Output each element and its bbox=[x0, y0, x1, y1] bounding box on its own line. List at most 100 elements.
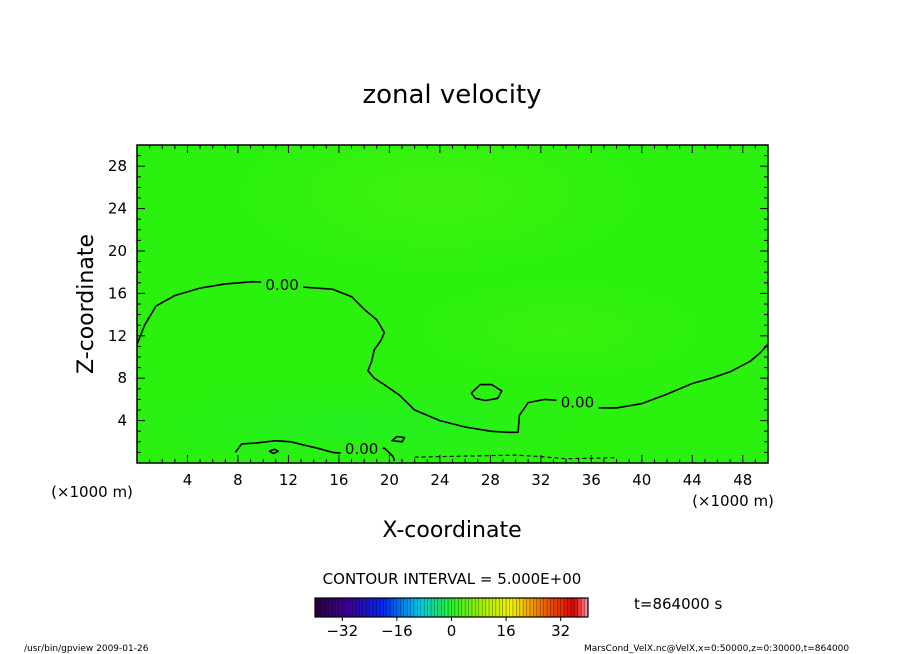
contour-label-gap bbox=[556, 392, 599, 410]
colorbar: −32 −16 0 16 32 bbox=[314, 597, 589, 640]
colorbar-cell bbox=[478, 598, 483, 617]
contour-labels: 0.00 0.00 0.00 bbox=[261, 274, 599, 458]
colorbar-cell bbox=[417, 598, 422, 617]
field-shading bbox=[137, 145, 710, 463]
colorbar-cell bbox=[567, 598, 572, 617]
colorbar-tick-label: −16 bbox=[381, 622, 413, 640]
contour-line-zero bbox=[137, 280, 560, 434]
x-tick-label: 16 bbox=[329, 471, 348, 489]
colorbar-cell bbox=[396, 598, 401, 617]
colorbar-tick-label: −32 bbox=[326, 622, 358, 640]
contour-line-zero bbox=[470, 383, 503, 402]
time-label: t=864000 s bbox=[634, 595, 722, 613]
colorbar-cell bbox=[434, 598, 439, 617]
colorbar-cell bbox=[376, 598, 381, 617]
contour-interval-text: CONTOUR INTERVAL = 5.000E+00 bbox=[323, 570, 582, 588]
colorbar-cell bbox=[325, 598, 329, 617]
x-tick-label: 4 bbox=[183, 471, 193, 489]
x-tick-label: 48 bbox=[733, 471, 752, 489]
colorbar-cell bbox=[506, 598, 510, 617]
x-unit-label: (×1000 m) bbox=[692, 492, 774, 510]
colorbar-cell bbox=[379, 598, 384, 617]
colorbar-cell bbox=[355, 598, 360, 617]
colorbar-cell bbox=[533, 598, 538, 617]
colorbar-cell bbox=[499, 598, 503, 617]
field-shading-lower bbox=[137, 380, 590, 463]
colorbar-cell bbox=[413, 598, 418, 617]
x-tick-label: 40 bbox=[632, 471, 651, 489]
y-tick-label: 16 bbox=[108, 284, 127, 302]
y-axis-ticks: 4 8 12 16 20 24 28 bbox=[108, 155, 768, 453]
colorbar-cell bbox=[369, 598, 374, 617]
colorbar-cell bbox=[529, 598, 534, 617]
colorbar-cell bbox=[526, 598, 531, 617]
colorbar-cell bbox=[547, 598, 551, 617]
colorbar-cell bbox=[315, 598, 319, 617]
colorbar-cell bbox=[553, 598, 558, 617]
x-tick-label: 32 bbox=[531, 471, 550, 489]
contour-label: 0.00 bbox=[345, 440, 378, 458]
colorbar-cell bbox=[427, 598, 432, 617]
x-tick-label: 8 bbox=[233, 471, 243, 489]
colorbar-cell bbox=[390, 598, 394, 617]
colorbar-cell bbox=[338, 598, 343, 617]
colorbar-cell bbox=[540, 598, 544, 617]
colorbar-cell bbox=[383, 598, 387, 617]
colorbar-cell bbox=[403, 598, 408, 617]
colorbar-cell bbox=[345, 598, 350, 617]
colorbar-cell bbox=[584, 598, 589, 617]
colorbar-cell bbox=[386, 598, 391, 617]
colorbar-cell bbox=[577, 598, 582, 617]
contour-line-zero bbox=[391, 435, 406, 443]
x-tick-label: 44 bbox=[683, 471, 702, 489]
contour-line-zero bbox=[593, 343, 768, 409]
colorbar-cell bbox=[352, 598, 357, 617]
colorbar-cell bbox=[543, 598, 548, 617]
contour-lines bbox=[137, 280, 768, 462]
colorbar-cell bbox=[492, 598, 497, 617]
contour-label-gap bbox=[340, 439, 383, 457]
footer-right: MarsCond_VelX.nc@VelX,x=0:50000,z=0:3000… bbox=[584, 644, 849, 654]
x-tick-label: 20 bbox=[380, 471, 399, 489]
colorbar-cell bbox=[420, 598, 425, 617]
contour-line-negative bbox=[414, 454, 617, 460]
colorbar-cell bbox=[564, 598, 568, 617]
colorbar-cell bbox=[366, 598, 370, 617]
colorbar-cell bbox=[468, 598, 473, 617]
colorbar-tick-label: 16 bbox=[497, 622, 516, 640]
footer-left: /usr/bin/gpview 2009-01-26 bbox=[24, 644, 149, 654]
colorbar-cell bbox=[560, 598, 565, 617]
contour-label: 0.00 bbox=[265, 276, 298, 294]
colorbar-cell bbox=[448, 598, 452, 617]
colorbar-cell bbox=[451, 598, 456, 617]
colorbar-cell bbox=[495, 598, 500, 617]
colorbar-cell bbox=[557, 598, 561, 617]
x-tick-label: 28 bbox=[481, 471, 500, 489]
y-unit-label: (×1000 m) bbox=[51, 483, 133, 501]
colorbar-cell bbox=[519, 598, 524, 617]
colorbar-cell bbox=[328, 598, 333, 617]
y-tick-label: 4 bbox=[117, 412, 127, 430]
colorbar-cell bbox=[570, 598, 575, 617]
colorbar-cell bbox=[321, 598, 326, 617]
contour-line-zero bbox=[268, 448, 280, 455]
contour-label: 0.00 bbox=[561, 394, 594, 412]
x-axis-label: X-coordinate bbox=[382, 518, 521, 543]
x-tick-label: 24 bbox=[430, 471, 449, 489]
colorbar-cell bbox=[407, 598, 411, 617]
colorbar-tick-label: 32 bbox=[551, 622, 570, 640]
colorbar-cell bbox=[437, 598, 442, 617]
colorbar-cell bbox=[482, 598, 486, 617]
x-tick-label: 36 bbox=[582, 471, 601, 489]
x-tick-label: 12 bbox=[279, 471, 298, 489]
x-axis-ticks: 4 8 12 16 20 24 28 32 36 40 44 48 bbox=[149, 145, 756, 489]
plot-area: 0.00 0.00 0.00 bbox=[136, 144, 769, 464]
field-shading-upper bbox=[230, 145, 650, 275]
colorbar-cell bbox=[400, 598, 405, 617]
colorbar-cell bbox=[454, 598, 459, 617]
contour-line-zero bbox=[234, 439, 396, 462]
y-tick-label: 28 bbox=[108, 157, 127, 175]
y-tick-label: 12 bbox=[108, 327, 127, 345]
field-shading-middle bbox=[410, 280, 710, 380]
colorbar-tick-label: 0 bbox=[447, 622, 457, 640]
